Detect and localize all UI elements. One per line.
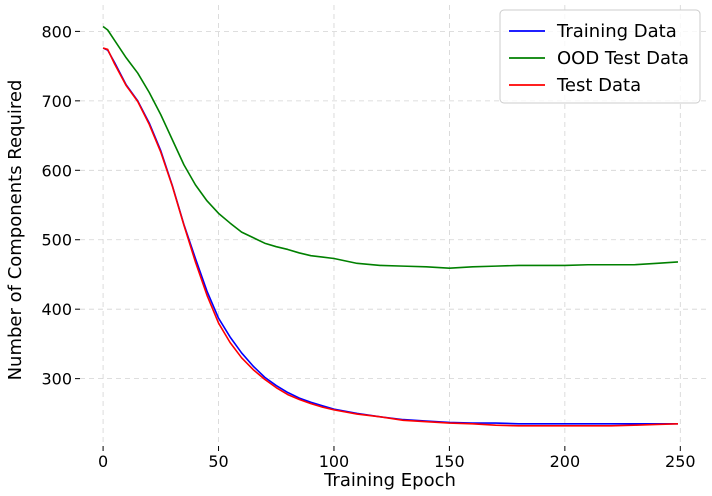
x-tick-label: 150 [434, 452, 465, 471]
x-tick-label: 50 [208, 452, 228, 471]
series-line-3 [102, 47, 679, 427]
x-tick-label: 250 [665, 452, 696, 471]
series-line-2 [102, 25, 679, 270]
x-tick-label: 100 [319, 452, 350, 471]
axis-ticks: 0 50 100 150 200 250 300 400 500 600 700 800 [41, 22, 695, 471]
legend-box [499, 9, 701, 104]
series-lines [102, 25, 679, 427]
y-tick-label: 400 [41, 300, 72, 319]
y-tick-label: 800 [41, 22, 72, 41]
x-axis-label: Training Epoch [323, 470, 456, 491]
series-line-1 [102, 47, 678, 425]
y-tick-label: 500 [41, 231, 72, 250]
y-tick-label: 700 [41, 92, 72, 111]
legend: Training Data OOD Test Data Test Data [499, 9, 701, 104]
legend-label: Training Data [556, 21, 677, 42]
legend-label: OOD Test Data [557, 48, 689, 69]
x-tick-label: 200 [550, 452, 581, 471]
x-tick-label: 0 [98, 452, 108, 471]
legend-label: Test Data [556, 75, 641, 96]
y-tick-label: 300 [41, 370, 72, 389]
y-axis-label: Number of Components Required [5, 80, 26, 381]
y-tick-label: 600 [41, 161, 72, 180]
